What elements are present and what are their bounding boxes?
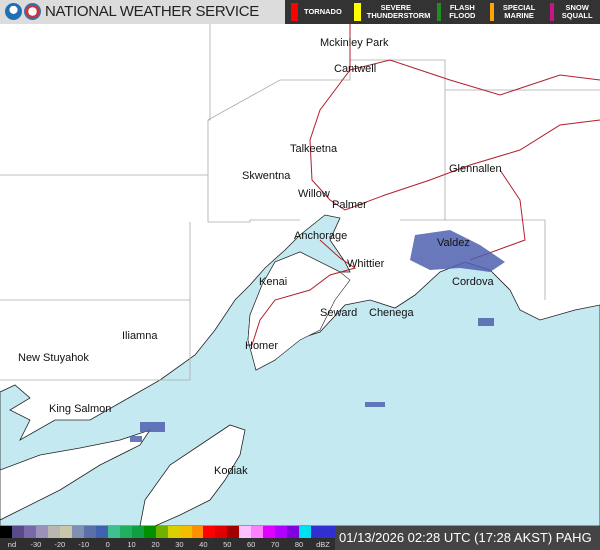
color-swatch [275, 526, 288, 538]
tick-label: 0 [105, 539, 110, 549]
warning-legend: TORNADO SEVERE THUNDERSTORM FLASH FLOOD SPE… [285, 0, 600, 24]
color-swatch [0, 526, 12, 538]
warning-label: SPECIAL MARINE [502, 3, 536, 20]
nws-logo [24, 3, 41, 20]
place-label: Willow [298, 188, 330, 200]
warning-swatch [291, 3, 298, 21]
warning-swatch [353, 3, 361, 21]
color-swatch [119, 526, 132, 538]
color-swatch [311, 526, 324, 538]
color-swatch [227, 526, 240, 538]
place-label: King Salmon [49, 403, 112, 415]
place-label: Glennallen [449, 163, 502, 175]
tick-label: -10 [78, 539, 90, 549]
place-label: Talkeetna [290, 143, 338, 155]
color-swatch [95, 526, 108, 538]
color-swatch [299, 526, 312, 538]
tick-label: 30 [175, 539, 184, 549]
color-swatch [203, 526, 216, 538]
color-swatch [11, 526, 24, 538]
place-label: Kodiak [214, 465, 248, 477]
color-swatch [215, 526, 228, 538]
place-label: Cordova [452, 276, 494, 288]
tick-label: -30 [30, 539, 42, 549]
color-swatch [71, 526, 84, 538]
dbz-color-legend: nd -30 -20 -10 0 10 20 30 40 50 60 70 80 dBZ [0, 526, 336, 550]
place-label: Cantwell [334, 63, 377, 75]
page-title: NATIONAL WEATHER SERVICE [45, 3, 259, 20]
color-swatch [47, 526, 60, 538]
tick-label: 20 [151, 539, 160, 549]
color-swatch [155, 526, 168, 538]
color-swatch [323, 526, 336, 538]
color-swatch [191, 526, 204, 538]
place-label: Chenega [369, 307, 414, 319]
place-label: Homer [245, 340, 279, 352]
warning-swatch [436, 3, 441, 21]
warning-swatch [550, 3, 555, 21]
tick-label: 60 [247, 539, 256, 549]
tick-label: 50 [223, 539, 232, 549]
color-swatch [251, 526, 264, 538]
place-label: Kenai [259, 276, 288, 288]
radar-echoes [130, 230, 505, 442]
tick-label: 80 [294, 539, 304, 549]
header-bar: NATIONAL WEATHER SERVICE TORNADO SEVERE T… [0, 0, 600, 24]
place-label: Valdez [437, 237, 470, 249]
warning-item: SNOW SQUALL [544, 0, 600, 24]
color-swatch [179, 526, 192, 538]
alaska-peninsula [0, 429, 151, 521]
warning-item: SEVERE THUNDERSTORM [348, 0, 431, 24]
color-swatch [167, 526, 180, 538]
tick-label: dBZ [316, 539, 330, 549]
place-label: Mckinley Park [320, 37, 389, 49]
color-swatch [83, 526, 96, 538]
warning-label: TORNADO [304, 7, 342, 16]
place-label: Seward [320, 307, 358, 319]
tick-label: -20 [54, 539, 66, 549]
place-label: Anchorage [294, 230, 348, 242]
color-swatch [287, 526, 300, 538]
roads [251, 24, 600, 346]
color-swatch [59, 526, 72, 538]
tick-label: 70 [270, 539, 280, 549]
color-swatch [107, 526, 120, 538]
dbz-ticks: nd -30 -20 -10 0 10 20 30 40 50 60 70 80 dBZ [0, 538, 335, 550]
radar-map[interactable] [0, 24, 600, 526]
color-swatch [23, 526, 36, 538]
warning-item: TORNADO [285, 0, 348, 24]
warning-swatch [489, 3, 495, 21]
color-swatch [35, 526, 48, 538]
warning-label: SNOW SQUALL [561, 3, 593, 20]
tick-label: nd [7, 539, 17, 549]
warning-item: SPECIAL MARINE [484, 0, 544, 24]
tick-label: 10 [127, 539, 136, 549]
warning-label: SEVERE THUNDERSTORM [366, 3, 431, 20]
kenai-peninsula [247, 251, 351, 371]
color-swatch [263, 526, 276, 538]
place-label: Iliamna [122, 330, 158, 342]
timestamp: 01/13/2026 02:28 UTC (17:28 AKST) PAHG [335, 526, 600, 550]
dbz-color-bar [0, 526, 336, 538]
place-label: New Stuyahok [18, 352, 89, 364]
place-label: Palmer [332, 199, 367, 211]
warning-item: FLASH FLOOD [431, 0, 484, 24]
kodiak-island [139, 424, 246, 526]
place-label: Skwentna [242, 170, 291, 182]
color-swatch [143, 526, 156, 538]
place-label: Whittier [347, 258, 385, 270]
color-swatch [239, 526, 252, 538]
warning-label: FLASH FLOOD [449, 3, 476, 20]
color-swatch [131, 526, 144, 538]
noaa-logo [5, 3, 22, 20]
tick-label: 40 [199, 539, 208, 549]
